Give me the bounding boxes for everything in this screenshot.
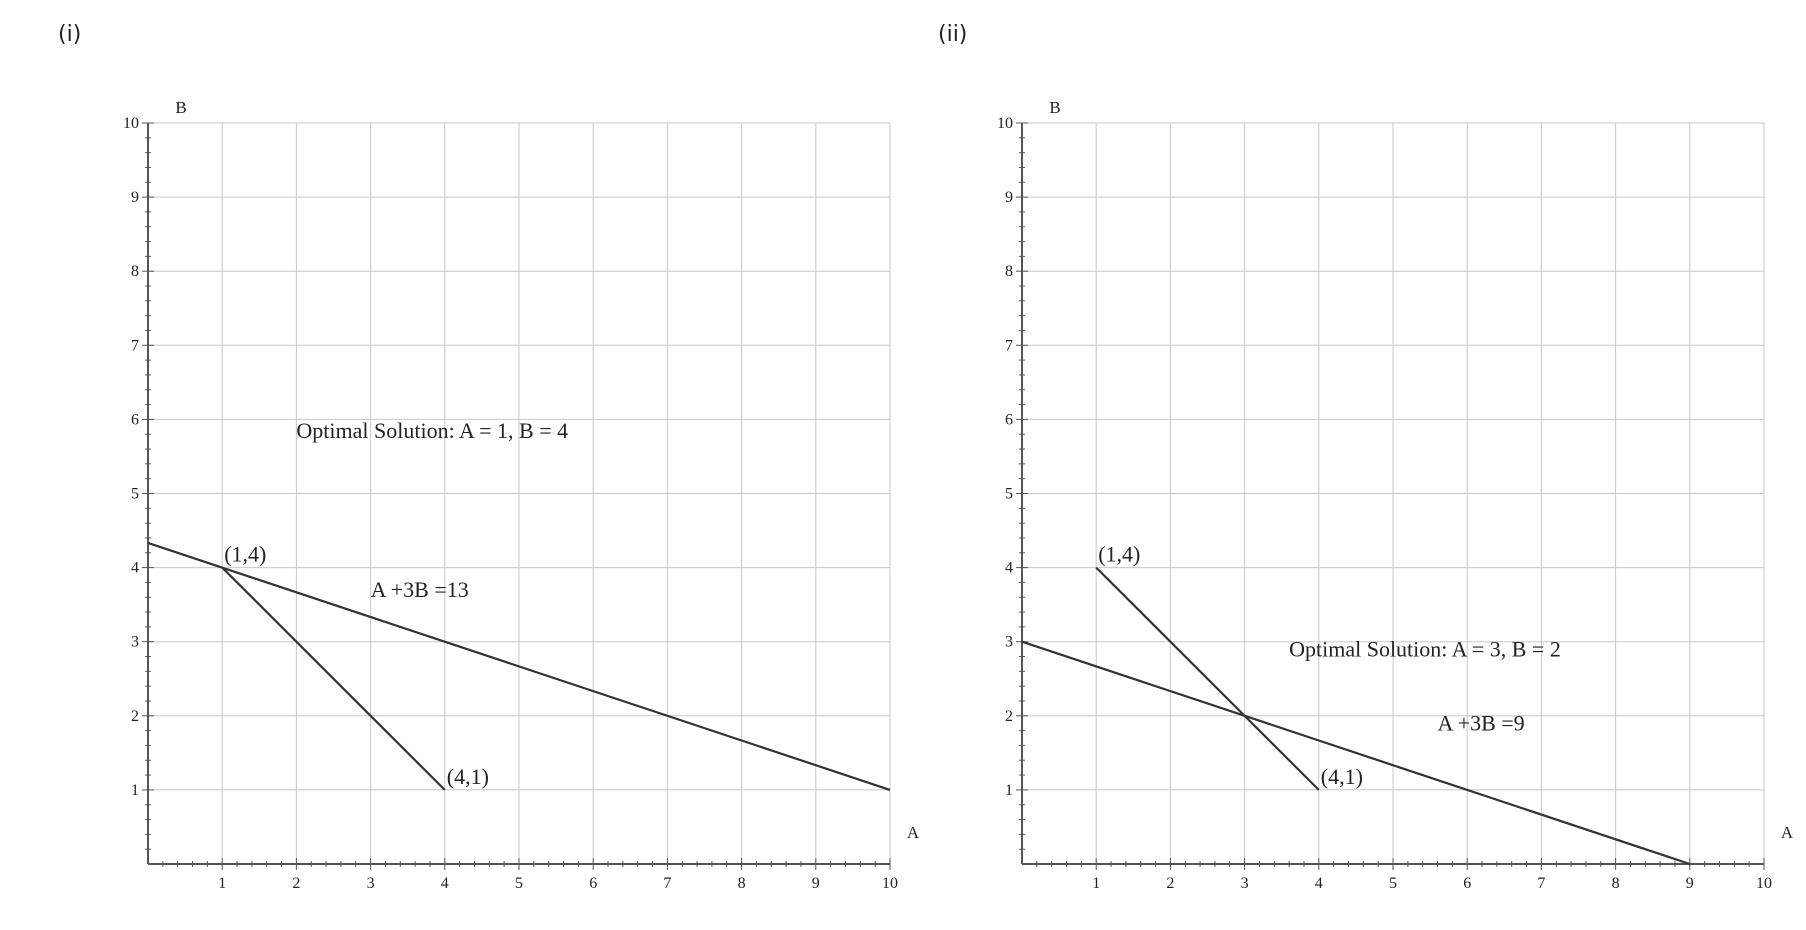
chart-1-y-tick-label-5: 5	[131, 486, 139, 503]
chart-1-x-tick-label-7: 7	[663, 875, 671, 892]
chart-2-x-tick-label-4: 4	[1315, 875, 1323, 892]
chart-1-annotation-1: (1,4)	[224, 542, 266, 567]
chart-1-x-tick-label-4: 4	[441, 875, 449, 892]
chart-1-y-tick-label-1: 1	[131, 782, 139, 799]
chart-2-y-tick-label-2: 2	[1005, 708, 1013, 725]
chart-1-x-tick-label-10: 10	[882, 875, 898, 892]
chart-1-y-tick-label-7: 7	[131, 337, 139, 354]
chart-2-x-tick-label-7: 7	[1537, 875, 1545, 892]
chart-1-x-tick-label-5: 5	[515, 875, 523, 892]
chart-2-series-line-2	[1021, 640, 1691, 866]
chart-1-x-tick-label-8: 8	[738, 875, 746, 892]
chart-1-x-tick-label-6: 6	[589, 875, 597, 892]
chart-2-y-tick-label-6: 6	[1005, 411, 1013, 428]
chart-1-x-tick-label-2: 2	[292, 875, 300, 892]
chart-1-x-tick-label-1: 1	[218, 875, 226, 892]
panel-label-ii: (ii)	[938, 22, 968, 47]
chart-2-x-tick-label-10: 10	[1756, 875, 1772, 892]
chart-1-series-line-1	[221, 566, 446, 791]
chart-2-series-line-1	[1095, 566, 1320, 791]
chart-2-y-tick-label-4: 4	[1005, 560, 1013, 577]
chart-2-annotation-4: A +3B =9	[1438, 711, 1525, 736]
chart-1-annotation-3: A +3B =13	[371, 577, 469, 602]
chart-2-x-axis-label: A	[1781, 823, 1794, 842]
chart-1-y-tick-label-8: 8	[131, 263, 139, 280]
chart-2-annotation-2: (4,1)	[1321, 764, 1363, 789]
chart-1-series-line-2	[147, 541, 891, 791]
chart-2-x-tick-label-6: 6	[1463, 875, 1471, 892]
chart-2-x-tick-label-8: 8	[1612, 875, 1620, 892]
chart-2-annotation-1: (1,4)	[1098, 542, 1140, 567]
chart-2-y-axis-label: B	[1049, 98, 1060, 117]
chart-1-y-tick-label-10: 10	[123, 115, 139, 132]
chart-1-y-axis-label: B	[175, 98, 186, 117]
chart-1-y-tick-label-3: 3	[131, 634, 139, 651]
chart-1-annotation-4: Optimal Solution: A = 1, B = 4	[296, 418, 568, 443]
chart-2-x-tick-label-9: 9	[1686, 875, 1694, 892]
chart-1-x-tick-label-9: 9	[812, 875, 820, 892]
chart-1-annotation-2: (4,1)	[447, 764, 489, 789]
chart-2-x-tick-label-3: 3	[1241, 875, 1249, 892]
chart-2-y-tick-label-3: 3	[1005, 634, 1013, 651]
chart-2-y-tick-label-9: 9	[1005, 189, 1013, 206]
chart-2-y-tick-label-8: 8	[1005, 263, 1013, 280]
chart-2-x-tick-label-5: 5	[1389, 875, 1397, 892]
chart-1-y-tick-label-6: 6	[131, 411, 139, 428]
chart-2-x-tick-label-1: 1	[1092, 875, 1100, 892]
chart-2-y-tick-label-5: 5	[1005, 486, 1013, 503]
chart-2-y-tick-label-1: 1	[1005, 782, 1013, 799]
chart-1-y-tick-label-2: 2	[131, 708, 139, 725]
chart-1-x-axis-label: A	[907, 823, 920, 842]
chart-1-x-tick-label-3: 3	[367, 875, 375, 892]
chart-2-x-tick-label-2: 2	[1166, 875, 1174, 892]
chart-2-y-tick-label-7: 7	[1005, 337, 1013, 354]
chart-1-y-tick-label-9: 9	[131, 189, 139, 206]
chart-1-y-tick-label-4: 4	[131, 560, 139, 577]
panel-label-i: (i)	[58, 22, 82, 47]
chart-2-y-tick-label-10: 10	[997, 115, 1013, 132]
chart-2-annotation-3: Optimal Solution: A = 3, B = 2	[1289, 637, 1561, 662]
